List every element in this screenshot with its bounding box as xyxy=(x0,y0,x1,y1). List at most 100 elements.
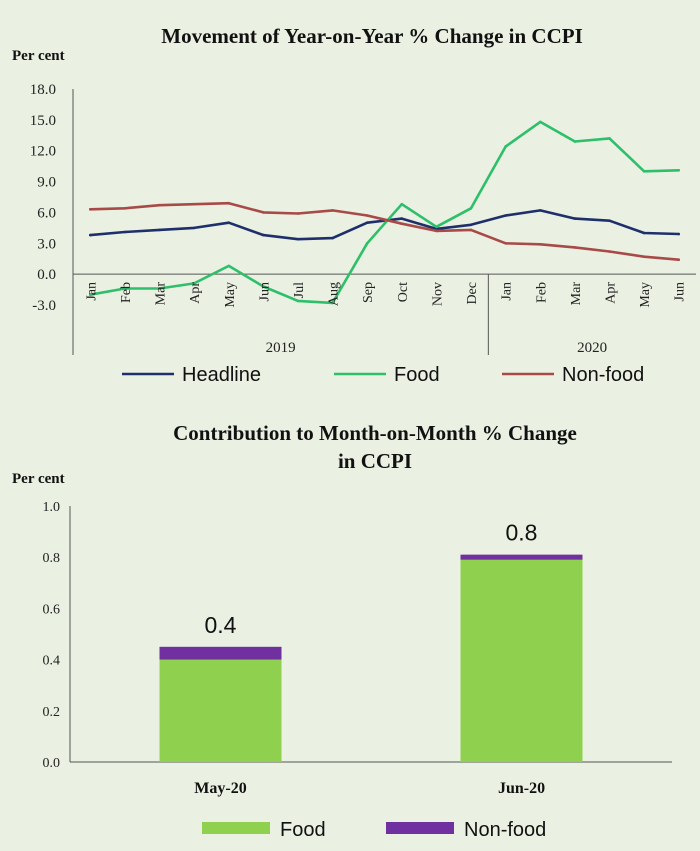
line-chart-y-ticks: 18.0 15.0 12.0 9.0 6.0 3.0 0.0 -3.0 xyxy=(30,82,56,314)
point-headline xyxy=(608,219,611,222)
y-tick-label: 0.6 xyxy=(43,602,61,617)
point-non-food xyxy=(469,228,473,232)
point-non-food xyxy=(365,214,369,217)
bar-chart-y-unit: Per cent xyxy=(12,471,65,487)
legend-label-food: Food xyxy=(280,819,326,841)
point-non-food xyxy=(642,255,646,258)
x-tick-label: May xyxy=(223,282,238,308)
point-food xyxy=(435,225,438,229)
x-tick-label: Apr xyxy=(603,282,618,304)
point-food xyxy=(365,242,369,245)
point-food xyxy=(192,282,196,285)
bar-chart-x-labels: May-20 Jun-20 xyxy=(194,780,545,797)
y-tick-label: 0.2 xyxy=(43,705,61,720)
point-non-food xyxy=(89,208,92,211)
bar-segment-non-food xyxy=(159,646,282,660)
x-tick-label: Feb xyxy=(534,282,549,303)
x-tick-label: Sep xyxy=(361,282,376,303)
bar-segment-non-food xyxy=(460,554,583,560)
point-food xyxy=(331,301,334,305)
x-tick-label: Jan xyxy=(84,282,99,301)
line-chart-series xyxy=(89,120,681,305)
point-headline xyxy=(262,233,265,237)
x-tick-label: May-20 xyxy=(194,780,246,797)
legend-label-headline: Headline xyxy=(182,364,261,386)
point-headline xyxy=(677,232,680,236)
legend-swatch-food xyxy=(202,822,270,834)
y-tick-label: 9.0 xyxy=(37,175,56,191)
point-headline xyxy=(469,223,473,227)
point-non-food xyxy=(400,222,404,225)
point-headline xyxy=(400,217,404,220)
point-food xyxy=(608,137,611,140)
point-non-food xyxy=(539,243,542,246)
bar-chart-title-line-2: in CCPI xyxy=(338,449,412,473)
point-headline xyxy=(365,221,369,224)
point-non-food xyxy=(227,201,231,205)
bar-total-label: 0.8 xyxy=(506,520,538,546)
bar-segment-food xyxy=(159,659,282,762)
x-tick-label: Jan xyxy=(500,282,515,301)
legend-label-food: Food xyxy=(394,364,440,386)
point-non-food xyxy=(504,242,507,245)
legend-label-non-food: Non-food xyxy=(464,819,546,841)
point-non-food xyxy=(296,212,300,215)
x-tick-label: Dec xyxy=(465,282,480,305)
point-food xyxy=(296,299,300,303)
y-tick-label: 1.0 xyxy=(43,500,61,515)
point-non-food xyxy=(608,250,611,253)
year-label: 2019 xyxy=(266,340,296,356)
point-food xyxy=(539,120,542,124)
bar-chart-legend: Food Non-food xyxy=(202,819,546,841)
y-tick-label: 12.0 xyxy=(30,144,56,160)
point-non-food xyxy=(123,207,127,210)
y-tick-label: 0.8 xyxy=(43,551,61,566)
point-food xyxy=(123,287,127,290)
point-headline xyxy=(296,237,300,241)
bar-chart-title-line-1: Contribution to Month-on-Month % Change xyxy=(173,421,577,445)
point-non-food xyxy=(573,246,577,249)
point-food xyxy=(573,140,577,143)
line-chart-x-labels: Jan Feb Mar Apr May Jun Jul Aug Sep Oct Nov Dec Jan F… xyxy=(84,282,687,356)
point-headline xyxy=(158,228,161,232)
point-headline xyxy=(539,209,542,212)
point-food xyxy=(677,169,680,172)
x-tick-label: Jul xyxy=(292,282,307,298)
point-headline xyxy=(89,233,92,237)
point-food xyxy=(227,264,231,268)
point-headline xyxy=(642,231,646,235)
point-food xyxy=(642,170,646,173)
point-headline xyxy=(331,236,334,240)
point-non-food xyxy=(192,202,196,206)
point-food xyxy=(89,293,92,297)
y-tick-label: 0.0 xyxy=(43,756,61,771)
x-tick-label: Mar xyxy=(154,282,169,306)
legend-label-non-food: Non-food xyxy=(562,364,644,386)
series-line-non-food xyxy=(89,201,681,262)
point-food xyxy=(262,285,265,288)
point-headline xyxy=(227,221,231,224)
x-tick-label: Feb xyxy=(119,282,134,303)
x-tick-label: Jun-20 xyxy=(498,780,545,797)
legend-swatch-non-food xyxy=(386,822,454,834)
x-tick-label: Aug xyxy=(327,282,342,306)
point-headline xyxy=(123,230,127,234)
point-food xyxy=(400,202,404,206)
y-tick-label: -3.0 xyxy=(32,298,56,314)
bar-total-label: 0.4 xyxy=(205,612,237,638)
series-line-food xyxy=(89,120,681,305)
point-headline xyxy=(504,214,507,217)
bar-segment-food xyxy=(460,559,583,762)
point-food xyxy=(469,207,473,210)
x-tick-label: Nov xyxy=(430,282,445,306)
point-headline xyxy=(192,226,196,230)
y-tick-label: 6.0 xyxy=(37,205,56,221)
y-tick-label: 18.0 xyxy=(30,82,56,98)
x-tick-label: May xyxy=(638,282,653,308)
line-chart-axes xyxy=(72,89,696,355)
y-tick-label: 0.4 xyxy=(43,654,61,669)
point-non-food xyxy=(262,211,265,214)
x-tick-label: Jun xyxy=(257,282,272,301)
